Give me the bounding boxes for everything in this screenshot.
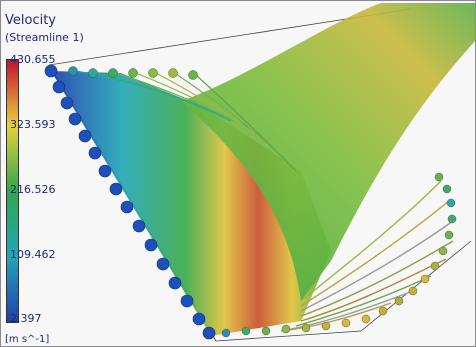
seed-points-left xyxy=(44,64,216,340)
seed-points-top xyxy=(68,66,198,80)
legend-tick-max: 430.655 xyxy=(10,53,56,66)
legend-units: [m s^-1] xyxy=(5,334,50,345)
legend-tick-min: 2.397 xyxy=(10,312,42,325)
streamline-upper-fan xyxy=(75,70,297,172)
seed-points-arc xyxy=(361,172,457,324)
legend-title: Velocity xyxy=(5,13,56,28)
legend-tick-2: 323.593 xyxy=(10,118,56,131)
seed-points-bottom xyxy=(221,318,351,338)
color-scale-bar xyxy=(6,59,19,323)
legend-tick-4: 109.462 xyxy=(10,248,56,261)
streamline-fan xyxy=(280,180,454,332)
legend-tick-3: 216.526 xyxy=(10,183,56,196)
legend-subtitle: (Streamline 1) xyxy=(5,31,84,44)
streamline-plume xyxy=(181,3,475,301)
streamline-band xyxy=(51,71,331,336)
